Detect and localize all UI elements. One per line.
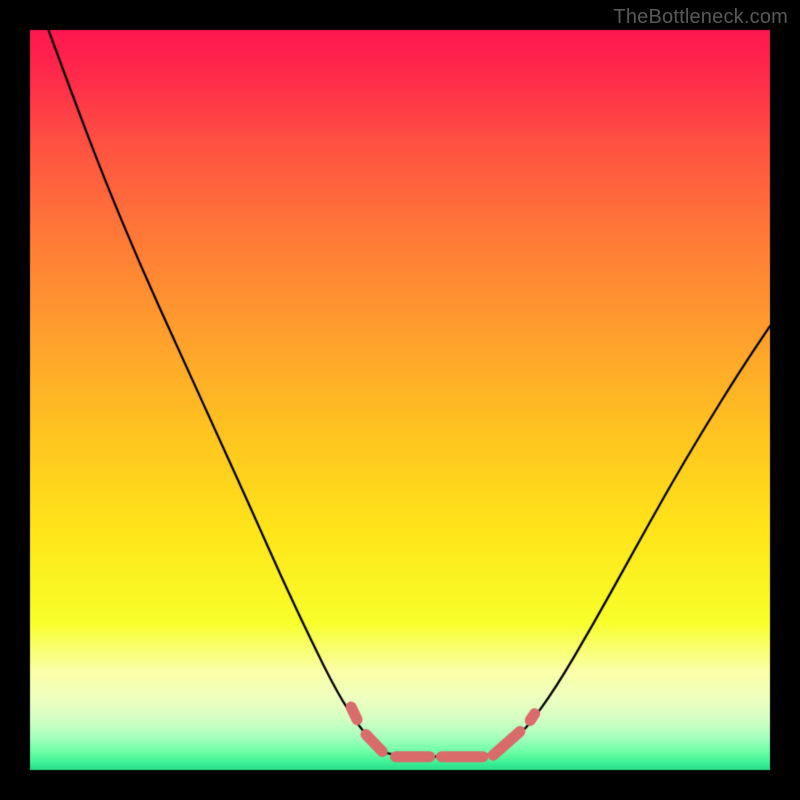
watermark-text: TheBottleneck.com — [613, 6, 788, 29]
chart-canvas — [0, 0, 800, 800]
chart-root: TheBottleneck.com — [0, 0, 800, 800]
